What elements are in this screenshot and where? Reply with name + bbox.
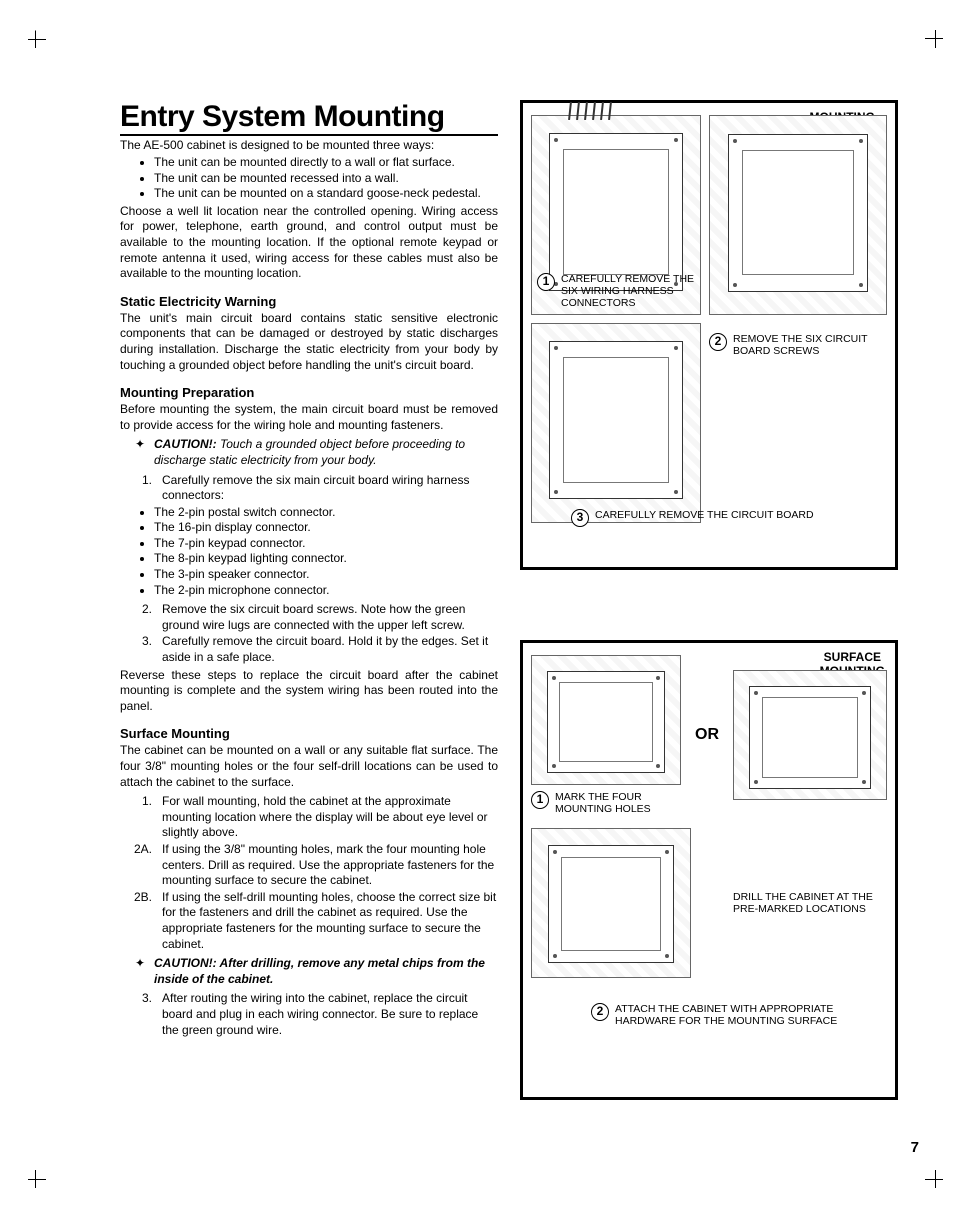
bullet: The unit can be mounted directly to a wa… bbox=[154, 155, 498, 171]
step-badge: 1 bbox=[531, 791, 549, 809]
step-text: After routing the wiring into the cabine… bbox=[162, 991, 498, 1038]
section-heading: Mounting Preparation bbox=[120, 385, 498, 400]
step-num: 2A. bbox=[134, 842, 152, 889]
diagram-panel: 3 CAREFULLY REMOVE THE CIRCUIT BOARD bbox=[531, 323, 701, 523]
callout-text: REMOVE THE SIX CIRCUIT BOARD SCREWS bbox=[733, 333, 887, 357]
step-badge: 2 bbox=[591, 1003, 609, 1021]
callout-text: CAREFULLY REMOVE THE SIX WIRING HARNESS … bbox=[561, 273, 695, 309]
diagram-panel bbox=[531, 828, 725, 978]
step-num: 2B. bbox=[134, 890, 152, 952]
bullet: The 16-pin display connector. bbox=[154, 520, 498, 536]
caution-note: ✦ CAUTION!: Touch a grounded object befo… bbox=[120, 437, 498, 468]
bullet: The 2-pin microphone connector. bbox=[154, 583, 498, 599]
step-badge: 3 bbox=[571, 509, 589, 527]
step-text: For wall mounting, hold the cabinet at t… bbox=[162, 794, 498, 841]
step-num: 2. bbox=[134, 602, 152, 633]
steps-list: 1.For wall mounting, hold the cabinet at… bbox=[120, 794, 498, 952]
page-title: Entry System Mounting bbox=[120, 100, 498, 136]
caution-label: CAUTION!: bbox=[154, 956, 217, 970]
section-para: The unit's main circuit board contains s… bbox=[120, 311, 498, 373]
intro-text: The AE-500 cabinet is designed to be mou… bbox=[120, 138, 498, 153]
diagram-panel: 1 MARK THE FOUR MOUNTING HOLES bbox=[531, 655, 681, 815]
bullet: The 7-pin keypad connector. bbox=[154, 536, 498, 552]
step-badge: 2 bbox=[709, 333, 727, 351]
section-para: Before mounting the system, the main cir… bbox=[120, 402, 498, 433]
intro-para: Choose a well lit location near the cont… bbox=[120, 204, 498, 282]
callout-text: ATTACH THE CABINET WITH APPROPRIATE HARD… bbox=[615, 1003, 887, 1027]
figure-surface-mount: SURFACEMOUNTING 1 MARK THE FOUR MOUNTING… bbox=[520, 640, 898, 1100]
step-num: 1. bbox=[134, 473, 152, 504]
diamond-icon: ✦ bbox=[134, 956, 146, 987]
caution-note: ✦ CAUTION!: After drilling, remove any m… bbox=[120, 956, 498, 987]
bullet: The unit can be mounted on a standard go… bbox=[154, 186, 498, 202]
steps-list: 2. Remove the six circuit board screws. N… bbox=[120, 602, 498, 665]
page-number: 7 bbox=[911, 1139, 919, 1156]
callout-panel: DRILL THE CABINET AT THE PRE-MARKED LOCA… bbox=[733, 891, 887, 915]
step-text: Remove the six circuit board screws. Not… bbox=[162, 602, 498, 633]
outro-para: Reverse these steps to replace the circu… bbox=[120, 668, 498, 715]
section-heading: Static Electricity Warning bbox=[120, 294, 498, 309]
diagram-panel bbox=[733, 670, 887, 800]
bullet: The 2-pin postal switch connector. bbox=[154, 505, 498, 521]
step-text: Carefully remove the circuit board. Hold… bbox=[162, 634, 498, 665]
step-text: If using the 3/8" mounting holes, mark t… bbox=[162, 842, 498, 889]
bullet: The unit can be mounted recessed into a … bbox=[154, 171, 498, 187]
step-num: 1. bbox=[134, 794, 152, 841]
section-heading: Surface Mounting bbox=[120, 726, 498, 741]
step-num: 3. bbox=[134, 991, 152, 1038]
figure-mounting-prep: MOUNTINGPREPARATION GROUND WIRE 1 CAREFU… bbox=[520, 100, 898, 570]
callout-text: DRILL THE CABINET AT THE PRE-MARKED LOCA… bbox=[733, 891, 887, 915]
diamond-icon: ✦ bbox=[134, 437, 146, 468]
step-num: 3. bbox=[134, 634, 152, 665]
diagram-panel bbox=[709, 115, 887, 315]
sub-bullets: The 2-pin postal switch connector. The 1… bbox=[120, 505, 498, 599]
diagram-panel: 1 CAREFULLY REMOVE THE SIX WIRING HARNES… bbox=[531, 115, 701, 315]
section-para: The cabinet can be mounted on a wall or … bbox=[120, 743, 498, 790]
caution-label: CAUTION!: bbox=[154, 437, 217, 451]
steps-list: 3.After routing the wiring into the cabi… bbox=[120, 991, 498, 1038]
step-text: Carefully remove the six main circuit bo… bbox=[162, 473, 498, 504]
or-label: OR bbox=[689, 726, 725, 744]
callout-text: MARK THE FOUR MOUNTING HOLES bbox=[555, 791, 681, 815]
step-badge: 1 bbox=[537, 273, 555, 291]
diagram-panel: 2 REMOVE THE SIX CIRCUIT BOARD SCREWS bbox=[709, 323, 887, 523]
intro-bullets: The unit can be mounted directly to a wa… bbox=[120, 155, 498, 202]
bullet: The 3-pin speaker connector. bbox=[154, 567, 498, 583]
step-text: If using the self-drill mounting holes, … bbox=[162, 890, 498, 952]
bullet: The 8-pin keypad lighting connector. bbox=[154, 551, 498, 567]
steps-list: 1. Carefully remove the six main circuit … bbox=[120, 473, 498, 504]
